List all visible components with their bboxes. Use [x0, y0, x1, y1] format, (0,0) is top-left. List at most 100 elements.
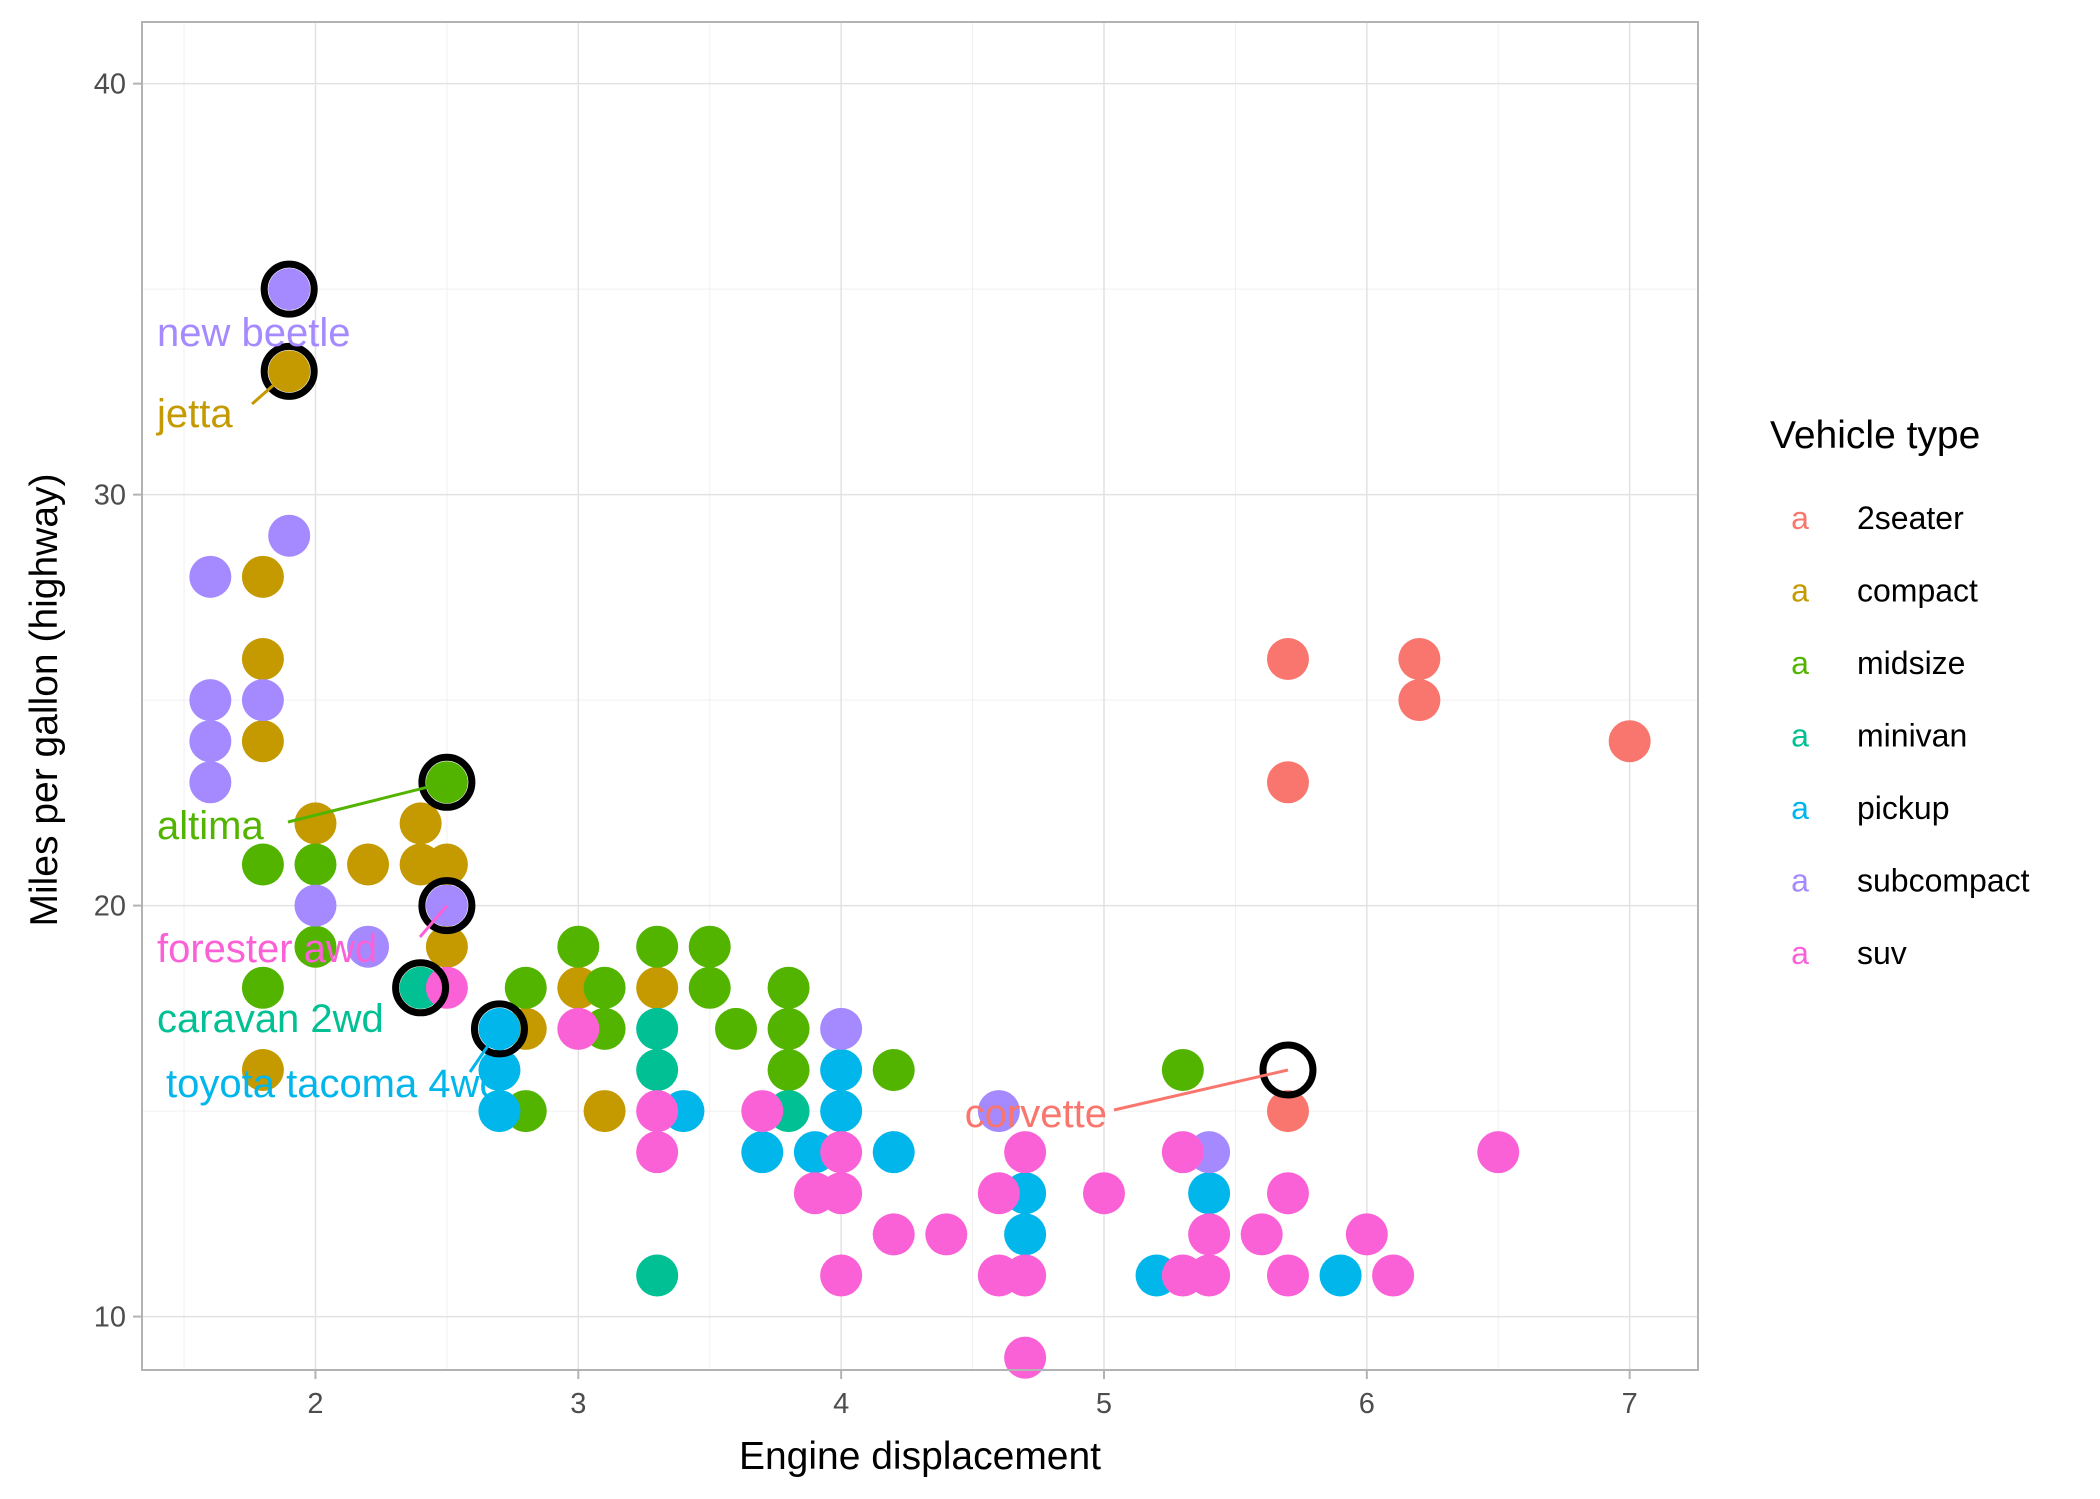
data-point-midsize — [767, 1007, 810, 1050]
data-point-pickup — [872, 1131, 915, 1174]
data-point-2seater — [1266, 1090, 1309, 1133]
data-point-suv — [636, 1131, 679, 1174]
data-point-2seater — [1266, 761, 1309, 804]
data-point-midsize — [1161, 1048, 1204, 1091]
data-point-midsize — [688, 925, 731, 968]
data-point-subcompact — [189, 679, 232, 722]
highlight-ring — [418, 753, 476, 811]
data-point-suv — [1240, 1213, 1283, 1256]
data-point-suv — [1004, 1254, 1047, 1297]
axis-tick-labels: 2 3 4 5 6 7 10 20 30 40 — [94, 69, 1638, 1420]
data-point-pickup — [1188, 1172, 1231, 1215]
y-tick-label: 30 — [94, 480, 126, 512]
data-point-suv — [1004, 1336, 1047, 1379]
data-point-compact — [425, 925, 468, 968]
data-points — [189, 268, 1651, 1379]
legend-key-glyph: a — [1791, 790, 1809, 826]
annotation-label: forester awd — [157, 927, 377, 971]
data-point-suv — [1188, 1254, 1231, 1297]
highlight-ring — [418, 877, 476, 935]
data-point-suv — [977, 1172, 1020, 1215]
annotation-label: corvette — [965, 1092, 1107, 1136]
data-point-suv — [1372, 1254, 1415, 1297]
legend-item-label: minivan — [1857, 718, 1967, 754]
axis-ticks — [133, 82, 1631, 1379]
data-point-subcompact — [189, 761, 232, 804]
data-point-suv — [820, 1254, 863, 1297]
data-point-pickup — [820, 1090, 863, 1133]
data-point-midsize — [504, 966, 547, 1009]
legend-key-glyph: a — [1791, 645, 1809, 681]
highlight-ring — [1259, 1041, 1317, 1099]
data-point-compact — [294, 802, 337, 845]
data-point-2seater — [1266, 638, 1309, 681]
y-tick-label: 40 — [94, 69, 126, 101]
legend: Vehicle type a 2seater a compact a midsize a mi… — [1770, 414, 2030, 971]
data-point-suv — [1266, 1254, 1309, 1297]
data-point-compact — [347, 843, 390, 886]
data-point-pickup — [1004, 1213, 1047, 1256]
data-point-compact — [241, 720, 284, 763]
data-point-midsize — [583, 966, 626, 1009]
annotation-leader-line — [251, 370, 291, 406]
x-axis-title: Engine displacement — [739, 1435, 1101, 1478]
data-point-compact — [636, 966, 679, 1009]
data-point-suv — [820, 1131, 863, 1174]
data-point-2seater — [1398, 679, 1441, 722]
data-point-compact — [241, 555, 284, 598]
data-point-suv — [872, 1213, 915, 1256]
data-point-suv — [820, 1172, 863, 1215]
annotation-label: caravan 2wd — [157, 997, 384, 1041]
x-tick-label: 4 — [833, 1388, 849, 1420]
legend-item-label: midsize — [1857, 645, 1965, 681]
data-point-minivan — [636, 1048, 679, 1091]
data-point-suv — [1477, 1131, 1520, 1174]
highlight-ring — [260, 260, 318, 318]
legend-key-glyph: a — [1791, 863, 1809, 899]
data-point-compact — [583, 1090, 626, 1133]
x-tick-label: 7 — [1622, 1388, 1638, 1420]
data-point-subcompact — [268, 268, 311, 311]
annotation-label: toyota tacoma 4wd — [166, 1062, 502, 1106]
data-point-suv — [925, 1213, 968, 1256]
x-tick-label: 2 — [307, 1388, 323, 1420]
legend-key-glyph: a — [1791, 500, 1809, 536]
data-point-midsize — [241, 843, 284, 886]
data-point-subcompact — [268, 514, 311, 557]
data-point-midsize — [294, 925, 337, 968]
legend-item-label: compact — [1857, 573, 1978, 609]
data-point-compact — [425, 843, 468, 886]
data-point-pickup — [1319, 1254, 1362, 1297]
legend-key-glyph: a — [1791, 573, 1809, 609]
legend-title: Vehicle type — [1770, 414, 1980, 457]
data-point-pickup — [741, 1131, 784, 1174]
annotation-leader-line — [287, 780, 448, 824]
y-tick-label: 20 — [94, 891, 126, 923]
data-point-suv — [1266, 1172, 1309, 1215]
data-point-subcompact — [241, 679, 284, 722]
data-point-suv — [1345, 1213, 1388, 1256]
data-point-suv — [1188, 1213, 1231, 1256]
data-point-suv — [1161, 1131, 1204, 1174]
annotation-label: new beetle — [157, 311, 350, 355]
data-point-midsize — [688, 966, 731, 1009]
legend-key-glyph: a — [1791, 935, 1809, 971]
annotation-leader-line — [468, 1028, 501, 1073]
x-tick-label: 6 — [1359, 1388, 1375, 1420]
x-tick-label: 5 — [1096, 1388, 1112, 1420]
data-point-midsize — [294, 843, 337, 886]
data-point-midsize — [636, 925, 679, 968]
x-tick-label: 3 — [570, 1388, 586, 1420]
data-point-subcompact — [189, 555, 232, 598]
legend-item-label: pickup — [1857, 790, 1950, 826]
data-point-suv — [636, 1090, 679, 1133]
plot-panel-border — [141, 21, 1699, 1371]
data-point-midsize — [241, 966, 284, 1009]
minor-gridlines — [142, 22, 1698, 1370]
data-point-minivan — [636, 1007, 679, 1050]
data-point-compact — [399, 802, 442, 845]
data-point-compact — [241, 638, 284, 681]
annotation-label: jetta — [156, 392, 233, 436]
data-point-subcompact — [294, 884, 337, 927]
